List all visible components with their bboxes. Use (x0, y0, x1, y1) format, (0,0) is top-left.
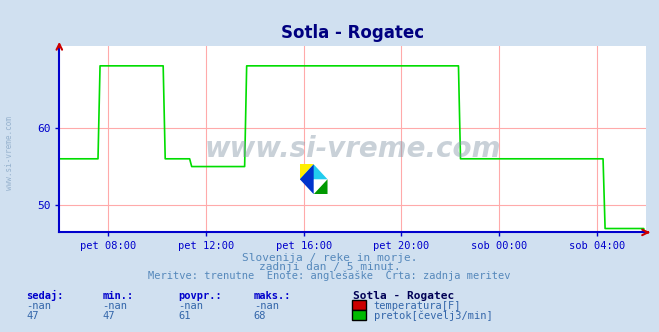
Text: Meritve: trenutne  Enote: anglešaške  Črta: zadnja meritev: Meritve: trenutne Enote: anglešaške Črta… (148, 269, 511, 281)
Text: www.si-vreme.com: www.si-vreme.com (204, 135, 501, 163)
Text: zadnji dan / 5 minut.: zadnji dan / 5 minut. (258, 262, 401, 272)
Text: povpr.:: povpr.: (178, 291, 221, 301)
Text: Sotla - Rogatec: Sotla - Rogatec (353, 291, 454, 301)
Text: 47: 47 (26, 311, 39, 321)
Text: Slovenija / reke in morje.: Slovenija / reke in morje. (242, 253, 417, 263)
Text: -nan: -nan (254, 301, 279, 311)
Text: pretok[čevelj3/min]: pretok[čevelj3/min] (374, 311, 492, 321)
Polygon shape (300, 164, 314, 194)
Text: temperatura[F]: temperatura[F] (374, 301, 461, 311)
Polygon shape (300, 164, 314, 179)
Text: 61: 61 (178, 311, 190, 321)
Text: maks.:: maks.: (254, 291, 291, 301)
Text: sedaj:: sedaj: (26, 290, 64, 301)
Polygon shape (314, 179, 328, 194)
Text: -nan: -nan (178, 301, 203, 311)
Text: www.si-vreme.com: www.si-vreme.com (5, 116, 14, 190)
Polygon shape (300, 164, 328, 179)
Text: 47: 47 (102, 311, 115, 321)
Text: -nan: -nan (26, 301, 51, 311)
Text: 68: 68 (254, 311, 266, 321)
Title: Sotla - Rogatec: Sotla - Rogatec (281, 24, 424, 42)
Text: -nan: -nan (102, 301, 127, 311)
Text: min.:: min.: (102, 291, 133, 301)
